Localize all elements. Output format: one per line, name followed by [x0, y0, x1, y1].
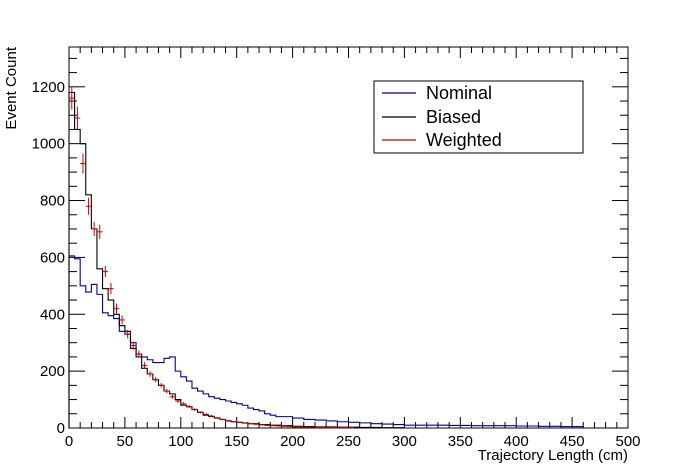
weighted-point	[242, 422, 248, 424]
weighted-point	[74, 106, 81, 130]
weighted-point	[270, 425, 276, 427]
y-tick-label: 800	[40, 193, 65, 210]
y-tick-label: 600	[40, 249, 65, 266]
weighted-point	[102, 265, 109, 278]
y-axis-title: Event Count	[3, 46, 20, 129]
weighted-point	[348, 427, 355, 429]
weighted-point	[342, 427, 349, 429]
axis-ticks	[68, 47, 629, 429]
weighted-point	[191, 408, 198, 411]
weighted-point	[225, 419, 232, 422]
weighted-point	[186, 405, 192, 409]
y-tick-label: 0	[57, 420, 65, 437]
legend: Nominal Biased Weighted	[373, 80, 584, 154]
x-tick-label: 50	[117, 433, 134, 450]
weighted-point	[309, 426, 315, 428]
weighted-point	[326, 426, 332, 428]
y-tick-label: 200	[40, 363, 65, 380]
weighted-point	[158, 383, 165, 388]
x-tick-label: 400	[504, 433, 529, 450]
weighted-point	[152, 377, 159, 383]
weighted-point	[292, 426, 299, 428]
series-layer	[68, 86, 584, 429]
weighted-point	[96, 224, 103, 239]
weighted-point	[91, 221, 97, 237]
weighted-point	[113, 303, 120, 314]
weighted-point	[219, 418, 226, 421]
weighted-point	[147, 371, 153, 377]
weighted-point	[331, 427, 338, 429]
weighted-point	[136, 350, 142, 358]
weighted-point	[337, 427, 343, 429]
y-tick-label: 400	[40, 306, 65, 323]
x-tick-label: 100	[168, 433, 193, 450]
weighted-point	[259, 424, 265, 426]
weighted-point	[247, 423, 254, 425]
weighted-point	[85, 197, 92, 215]
x-tick-label: 150	[224, 433, 249, 450]
weighted-point	[197, 411, 204, 414]
weighted-point	[180, 402, 187, 406]
weighted-point	[164, 388, 170, 394]
weighted-point	[236, 421, 243, 423]
series-weighted-points	[69, 86, 355, 429]
x-tick-label: 450	[560, 433, 585, 450]
legend-label-weighted: Weighted	[426, 130, 502, 150]
weighted-point	[80, 153, 86, 174]
x-tick-label: 300	[392, 433, 417, 450]
x-tick-label: 200	[280, 433, 305, 450]
x-tick-label: 250	[336, 433, 361, 450]
weighted-point	[264, 424, 271, 427]
weighted-point	[69, 86, 75, 110]
legend-label-biased: Biased	[426, 107, 481, 127]
axis-tick-labels: 0 50 100 150 200 250 300 350 400 450 500 0 200 400 600…	[32, 79, 641, 450]
weighted-point	[124, 329, 131, 339]
x-tick-label: 350	[448, 433, 473, 450]
weighted-point	[298, 426, 304, 428]
weighted-point	[119, 315, 125, 325]
y-tick-label: 1200	[32, 79, 65, 96]
weighted-point	[281, 425, 288, 427]
weighted-point	[214, 416, 220, 419]
weighted-point	[108, 282, 114, 295]
weighted-point	[141, 362, 148, 369]
x-tick-label: 0	[65, 433, 73, 450]
weighted-point	[314, 426, 321, 428]
weighted-point	[303, 426, 310, 428]
weighted-point	[175, 399, 181, 403]
weighted-point	[231, 420, 237, 423]
weighted-point	[320, 426, 327, 428]
series-biased-step	[68, 91, 405, 429]
series-nominal-step	[68, 255, 584, 428]
weighted-point	[287, 426, 293, 428]
weighted-point	[208, 414, 215, 418]
x-axis-title: Trajectory Length (cm)	[478, 447, 628, 464]
y-tick-label: 1000	[32, 136, 65, 153]
x-tick-label: 500	[615, 433, 640, 450]
weighted-point	[130, 341, 137, 350]
weighted-point	[203, 413, 209, 416]
weighted-point	[253, 423, 260, 425]
weighted-point	[169, 394, 176, 399]
weighted-point	[275, 425, 282, 427]
legend-label-nominal: Nominal	[426, 83, 492, 103]
